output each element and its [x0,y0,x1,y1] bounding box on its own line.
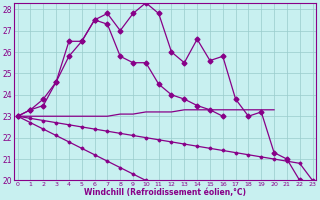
X-axis label: Windchill (Refroidissement éolien,°C): Windchill (Refroidissement éolien,°C) [84,188,246,197]
